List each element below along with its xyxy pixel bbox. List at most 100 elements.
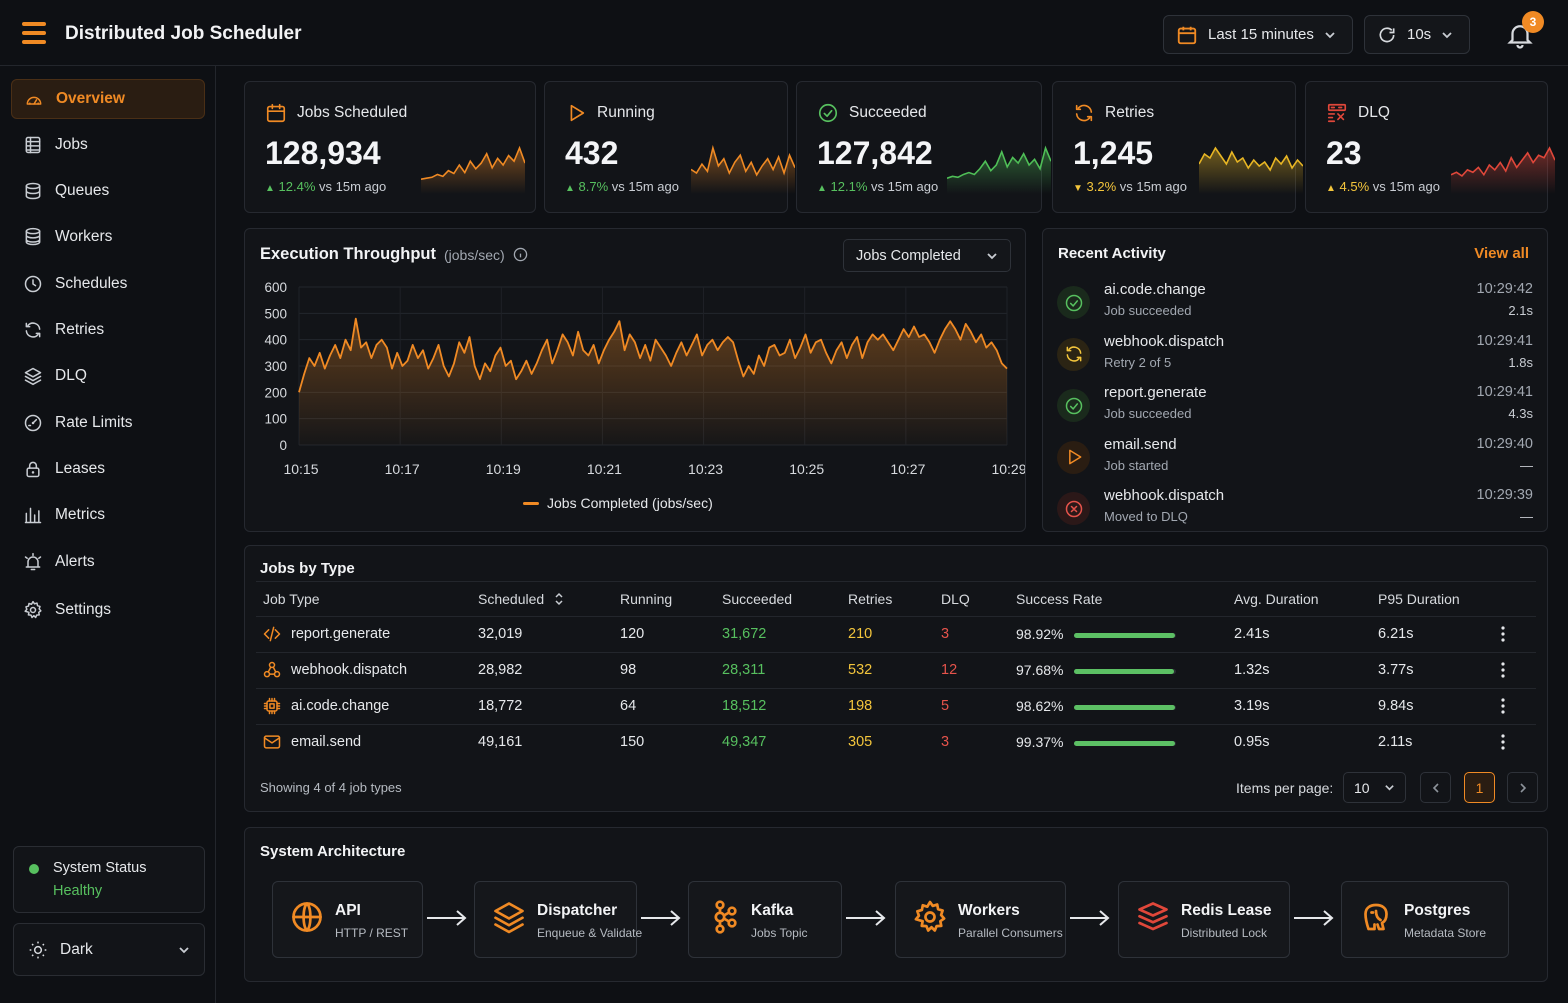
activity-status-badge (1057, 440, 1090, 474)
sidebar-item-alerts[interactable]: Alerts (11, 542, 205, 582)
activity-status-text: Job succeeded (1104, 406, 1192, 421)
column-header-label: Succeeded (722, 591, 793, 607)
sidebar-item-retries[interactable]: Retries (11, 310, 205, 350)
activity-job-name: report.generate (1104, 384, 1207, 401)
activity-item[interactable]: report.generate Job succeeded 10:29:41 4… (1057, 384, 1533, 432)
arch-node-workers[interactable]: Workers Parallel Consumers (895, 881, 1066, 958)
retries-cell: 305 (848, 734, 873, 750)
arch-node-dispatcher[interactable]: Dispatcher Enqueue & Validate (474, 881, 642, 958)
column-header-label: Success Rate (1016, 591, 1103, 607)
success-rate-cell: 98.62% (1016, 698, 1064, 714)
sidebar-item-queues[interactable]: Queues (11, 171, 205, 211)
activity-item[interactable]: webhook.dispatch Retry 2 of 5 10:29:41 1… (1057, 333, 1533, 381)
sidebar-item-jobs[interactable]: Jobs (11, 125, 205, 165)
system-architecture-panel: System Architecture API HTTP / REST Dispa… (244, 827, 1548, 982)
activity-time: 10:29:41 (1476, 384, 1533, 400)
kpi-value: 127,842 (817, 135, 933, 171)
row-menu-icon[interactable] (1501, 733, 1505, 751)
column-header-success-rate: Success Rate (1016, 591, 1102, 607)
time-range-select[interactable]: Last 15 minutes (1163, 15, 1353, 54)
row-menu-icon[interactable] (1501, 697, 1505, 715)
sparkline-line (947, 145, 1051, 179)
column-header-scheduled[interactable]: Scheduled (478, 591, 565, 607)
row-menu-icon[interactable] (1501, 625, 1505, 643)
x-tick-label: 10:21 (587, 461, 622, 477)
system-architecture-title: System Architecture (260, 843, 406, 860)
activity-item[interactable]: email.send Job started 10:29:40 — (1057, 436, 1533, 484)
view-all-link[interactable]: View all (1474, 245, 1529, 262)
items-per-page-select[interactable]: 10 (1343, 772, 1406, 803)
table-row[interactable]: report.generate 32,019 120 31,672 210 3 … (256, 616, 1536, 652)
theme-label: Dark (60, 940, 93, 958)
prev-page-button[interactable] (1420, 772, 1451, 803)
x-tick-label: 10:27 (890, 461, 925, 477)
sidebar-item-label: Alerts (55, 553, 95, 570)
y-tick-label: 400 (264, 333, 287, 348)
sidebar-item-label: Metrics (55, 506, 105, 523)
sidebar-item-workers[interactable]: Workers (11, 217, 205, 257)
avg-duration-cell: 0.95s (1234, 734, 1270, 750)
activity-item[interactable]: ai.code.change Job succeeded 10:29:42 2.… (1057, 281, 1533, 329)
kpi-card-running[interactable]: Running 432 ▲ 8.7% vs 15m ago (544, 81, 795, 213)
kpi-sparkline (1199, 146, 1303, 194)
kpi-sparkline (1451, 146, 1555, 194)
refresh-interval-select[interactable]: 10s (1364, 15, 1470, 54)
arch-node-redis-lease[interactable]: Redis Lease Distributed Lock (1118, 881, 1290, 958)
sidebar-item-overview[interactable]: Overview (11, 79, 205, 119)
kpi-card-succeeded[interactable]: Succeeded 127,842 ▲ 12.1% vs 15m ago (796, 81, 1051, 213)
kpi-delta: ▼ 3.2% vs 15m ago (1073, 179, 1187, 194)
kpi-delta-value: 4.5% (1339, 179, 1370, 194)
sidebar-item-settings[interactable]: Settings (11, 590, 205, 630)
chevron-down-icon (1325, 31, 1335, 38)
series-line-jobs-completed (298, 317, 1008, 393)
running-cell: 120 (620, 626, 645, 642)
sidebar-item-label: DLQ (55, 367, 87, 384)
kpi-card-retries[interactable]: Retries 1,245 ▼ 3.2% vs 15m ago (1052, 81, 1303, 213)
legend-swatch (523, 501, 539, 505)
table-row[interactable]: email.send 49,161 150 49,347 305 3 99.37… (256, 724, 1536, 760)
job-type-cell: ai.code.change (262, 696, 389, 716)
activity-status-text: Moved to DLQ (1104, 509, 1188, 524)
column-header-job-type: Job Type (263, 591, 320, 607)
sparkline-area (421, 148, 525, 194)
row-menu-icon[interactable] (1501, 661, 1505, 679)
sidebar-item-leases[interactable]: Leases (11, 449, 205, 489)
sidebar-item-schedules[interactable]: Schedules (11, 264, 205, 304)
kpi-value: 1,245 (1073, 135, 1154, 171)
sidebar-item-rate-limits[interactable]: Rate Limits (11, 403, 205, 443)
scheduled-cell: 32,019 (478, 626, 523, 642)
sidebar-item-label: Queues (55, 182, 110, 199)
sidebar-item-metrics[interactable]: Metrics (11, 495, 205, 535)
system-status-label: System Status (53, 860, 147, 876)
arch-node-postgres[interactable]: Postgres Metadata Store (1341, 881, 1509, 958)
column-header-dlq: DLQ (941, 591, 970, 607)
arch-node-name: API (335, 902, 361, 919)
activity-time: 10:29:39 (1476, 487, 1533, 503)
sort-icon[interactable] (553, 592, 565, 606)
page-1-button[interactable]: 1 (1464, 772, 1495, 803)
jobs-list-icon (25, 136, 41, 154)
arch-node-subtitle: Parallel Consumers (958, 926, 1063, 940)
activity-item[interactable]: webhook.dispatch Moved to DLQ 10:29:39 — (1057, 487, 1533, 535)
delta-arrow-icon: ▲ (565, 183, 575, 194)
metric-select[interactable]: Jobs Completed (843, 239, 1011, 272)
kpi-card-dlq[interactable]: DLQ 23 ▲ 4.5% vs 15m ago (1305, 81, 1555, 213)
success-rate-cell: 99.37% (1016, 734, 1064, 750)
activity-status-badge (1057, 337, 1090, 371)
theme-select[interactable]: Dark (13, 923, 205, 976)
arch-node-kafka[interactable]: Kafka Jobs Topic (688, 881, 842, 958)
arch-node-api[interactable]: API HTTP / REST (272, 881, 423, 958)
kpi-card-jobs-scheduled[interactable]: Jobs Scheduled 128,934 ▲ 12.4% vs 15m ag… (244, 81, 536, 213)
info-icon[interactable] (513, 247, 528, 262)
scheduled-cell: 49,161 (478, 734, 523, 750)
retry-icon (1075, 104, 1093, 122)
table-row[interactable]: ai.code.change 18,772 64 18,512 198 5 98… (256, 688, 1536, 724)
arch-node-name: Workers (958, 902, 1020, 919)
table-row[interactable]: webhook.dispatch 28,982 98 28,311 532 12… (256, 652, 1536, 688)
kpi-header: Running (565, 102, 655, 124)
play-icon (570, 104, 585, 122)
menu-icon[interactable] (20, 20, 48, 46)
next-page-button[interactable] (1507, 772, 1538, 803)
legend-label: Jobs Completed (jobs/sec) (547, 495, 713, 511)
sidebar-item-dlq[interactable]: DLQ (11, 356, 205, 396)
